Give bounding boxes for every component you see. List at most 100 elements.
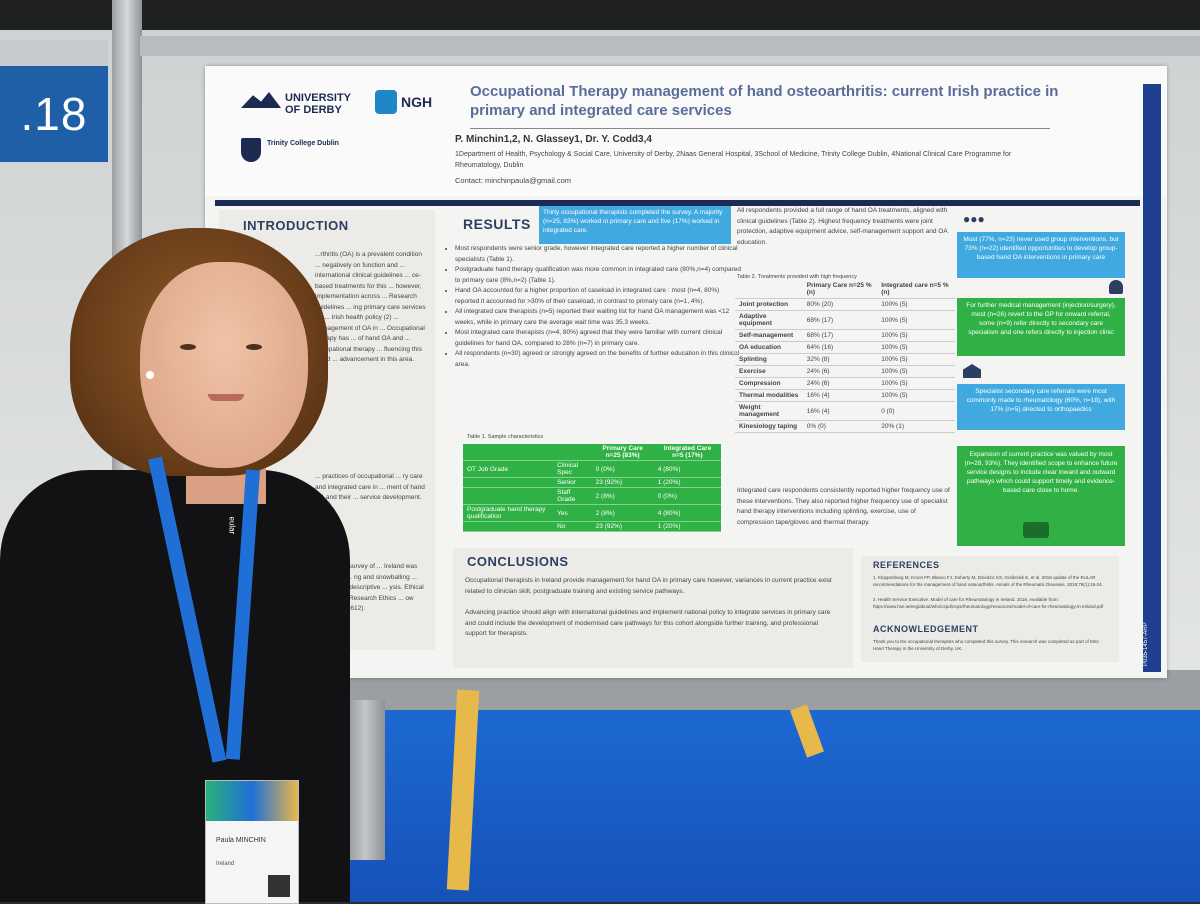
table-cell: 100% (5)	[877, 298, 955, 311]
table-cell: Clinical Spec	[553, 460, 592, 478]
table-cell: 100% (5)	[877, 377, 955, 390]
conference-badge: Paula MINCHIN Ireland	[205, 780, 299, 904]
hospital-icon	[963, 364, 981, 378]
table-header-cell: Integrated Care n=5 (17%)	[653, 444, 721, 461]
results-bullet: Postgraduate hand therapy qualification …	[455, 265, 745, 286]
table-cell: 100% (5)	[877, 389, 955, 402]
table-cell: Self-management	[735, 329, 803, 342]
table-cell: 68% (17)	[802, 310, 878, 330]
ngh-logo-text: NGH	[401, 94, 433, 110]
table-row: Kinesiology taping 0% (0) 20% (1)	[735, 420, 955, 433]
speech-bubbles-icon	[1023, 522, 1049, 538]
results-heading: RESULTS	[463, 216, 531, 232]
aims-text: ... practices of occupational ... ry car…	[315, 473, 425, 501]
table-cell: OT Job Grade	[463, 460, 554, 478]
table-row: Exercise 24% (6) 100% (5)	[735, 365, 955, 378]
table-cell: No	[553, 521, 592, 532]
side-box-group-interventions: Most (77%, n=23) never used group interv…	[957, 232, 1125, 278]
derby-logo-text: UNIVERSITY OF DERBY	[285, 92, 351, 116]
ngh-logo-icon	[375, 90, 397, 114]
research-poster: UNIVERSITY OF DERBY NGH Trinity College …	[205, 66, 1167, 678]
table-cell: Weight management	[735, 401, 803, 421]
reference-1: 1. Kloppenburg M, Kroon FP, Blanco FJ, D…	[873, 575, 1103, 587]
table-cell: Adaptive equipment	[735, 310, 803, 330]
table-header-cell: Primary Care n=25 (83%)	[591, 444, 654, 461]
poster-header	[205, 66, 1167, 196]
table-row: Adaptive equipment 68% (17) 100% (5)	[735, 310, 955, 330]
table-cell: Thermal modalities	[735, 389, 803, 402]
doctor-icon	[1109, 280, 1123, 294]
table1-caption: Table 1. Sample characteristics	[467, 434, 544, 440]
table1-sample-characteristics: Primary Care n=25 (83%) Integrated Care …	[463, 444, 721, 532]
table-cell: 24% (6)	[802, 365, 878, 378]
side-box-secondary-referrals: Specialist secondary care referrals were…	[957, 384, 1125, 430]
acknowledgement-text: Thank you to the occupational therapists…	[873, 639, 1099, 651]
person-face	[140, 262, 308, 468]
lanyard-text: eular	[227, 516, 237, 535]
introduction-heading: INTRODUCTION	[243, 218, 349, 233]
table-cell: 23 (92%)	[591, 477, 654, 488]
results-bullet: Most respondents were senior grade, howe…	[455, 244, 745, 265]
table-header-row: Primary Care n=25 % (n) Integrated care …	[735, 280, 955, 299]
table-cell: 100% (5)	[877, 329, 955, 342]
table-cell: 64% (16)	[802, 341, 878, 354]
table-row: Self-management 68% (17) 100% (5)	[735, 329, 955, 342]
table-row: Senior 23 (92%) 1 (20%)	[463, 477, 721, 488]
introduction-text: ...rthritis (OA) is a prevalent conditio…	[315, 251, 426, 363]
table-cell: 16% (4)	[802, 389, 878, 402]
table-cell: 4 (80%)	[653, 460, 721, 478]
references-heading: REFERENCES	[873, 560, 940, 570]
table-cell: 4 (80%)	[653, 504, 721, 522]
badge-name: Paula MINCHIN	[216, 837, 266, 844]
table-cell	[463, 521, 554, 532]
booth-sign-strip	[0, 40, 108, 66]
table-cell: 100% (5)	[877, 341, 955, 354]
table-row: Weight management 16% (4) 0 (0)	[735, 401, 955, 421]
table-cell: 100% (5)	[877, 353, 955, 366]
poster-affiliations: 1Department of Health, Psychology & Soci…	[455, 151, 1012, 169]
table-row: Splinting 32% (8) 100% (5)	[735, 353, 955, 366]
results-bullet: All integrated care therapists (n=5) rep…	[455, 307, 745, 328]
table-cell	[463, 477, 554, 488]
title-rule	[470, 128, 1050, 129]
booth-number-sign: .18	[0, 66, 108, 162]
table-cell: Splinting	[735, 353, 803, 366]
group-people-icon: ●●●	[963, 212, 985, 226]
table-cell: 100% (5)	[877, 365, 955, 378]
table-cell: 0 (0%)	[653, 487, 721, 505]
results-col2-outro: Integrated care respondents consistently…	[737, 487, 950, 526]
table-cell: 80% (20)	[802, 298, 878, 311]
table-cell	[463, 487, 554, 505]
table-header-cell	[553, 444, 592, 461]
person-mouth	[208, 394, 244, 401]
table-cell: Postgraduate hand therapy qualification	[463, 504, 554, 522]
badge-header	[206, 781, 298, 821]
table-cell: 16% (4)	[802, 401, 878, 421]
table-row: Thermal modalities 16% (4) 100% (5)	[735, 389, 955, 402]
booth-number: .18	[20, 88, 88, 140]
table-header-cell: Integrated care n=5 % (n)	[877, 280, 955, 299]
poster-title: Occupational Therapy management of hand …	[470, 83, 1059, 119]
table-cell: Yes	[553, 504, 592, 522]
table-cell: 32% (8)	[802, 353, 878, 366]
table-cell: 23 (92%)	[591, 521, 654, 532]
poster-stand-leg	[345, 700, 385, 860]
poster-right-strip	[1143, 84, 1161, 672]
table-cell: 68% (17)	[802, 329, 878, 342]
table-header-cell: Primary Care n=25 % (n)	[802, 280, 878, 299]
table-cell: 100% (5)	[877, 310, 955, 330]
badge-qr-code	[268, 875, 290, 897]
header-divider-bar	[215, 200, 1140, 206]
table2-caption: Table 2. Treatments provided with high f…	[737, 274, 857, 280]
conclusions-heading: CONCLUSIONS	[467, 554, 569, 569]
table-cell: 24% (6)	[802, 377, 878, 390]
poster-code: P035-1457-ARP	[1143, 622, 1149, 666]
side-box-medical-management: For further medical management (injectio…	[957, 298, 1125, 356]
pearl-earring	[146, 371, 154, 379]
table-cell: OA education	[735, 341, 803, 354]
table-cell: 0% (0)	[802, 420, 878, 433]
table-cell: 1 (20%)	[653, 521, 721, 532]
acknowledgement-heading: ACKNOWLEDGEMENT	[873, 624, 979, 634]
person-left-eye	[180, 344, 196, 350]
conclusions-paragraph-2: Advancing practice should align with int…	[465, 609, 831, 637]
